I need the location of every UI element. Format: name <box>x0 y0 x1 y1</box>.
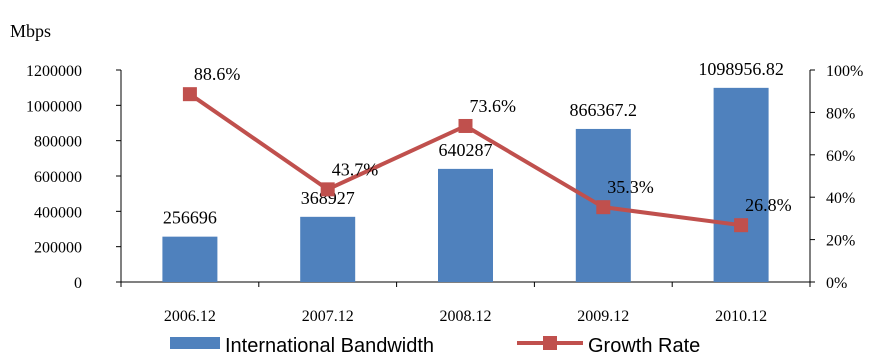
left-axis-tick-label: 0 <box>74 275 82 292</box>
bar-data-label: 368927 <box>301 188 355 208</box>
line-data-label: 43.7% <box>332 159 379 179</box>
bar-data-labels: 256696 368927 640287 866367.2 1098956.82 <box>163 59 784 228</box>
line-data-label: 88.6% <box>194 64 241 84</box>
line-marker <box>458 118 473 133</box>
line-data-labels: 88.6% 43.7% 73.6% 35.3% 26.8% <box>194 64 792 215</box>
x-axis-tick-label: 2006.12 <box>164 308 216 325</box>
x-axis-tick-labels: 2006.12 2007.12 2008.12 2009.12 2010.12 <box>164 308 767 325</box>
right-axis-tick-label: 80% <box>826 105 855 122</box>
left-axis-tick-label: 200000 <box>34 240 82 257</box>
right-axis-tick-label: 20% <box>826 233 855 250</box>
bar-data-label: 1098956.82 <box>698 59 784 79</box>
line-data-label: 73.6% <box>470 96 517 116</box>
x-axis-tick-label: 2008.12 <box>440 308 492 325</box>
legend: International Bandwidth Growth Rate <box>170 335 700 354</box>
line-data-label: 35.3% <box>607 177 654 197</box>
bar-series <box>162 87 769 283</box>
bar <box>300 216 356 282</box>
bar <box>438 168 493 282</box>
bar <box>162 236 218 282</box>
legend-line-label: Growth Rate <box>588 335 700 354</box>
line-series <box>182 87 749 233</box>
line-marker <box>596 200 611 215</box>
legend-bar-label: International Bandwidth <box>225 335 434 354</box>
x-axis-tick-label: 2010.12 <box>715 308 767 325</box>
legend-line-marker <box>543 336 557 350</box>
x-axis-tick-label: 2007.12 <box>302 308 354 325</box>
right-axis-tick-label: 40% <box>826 190 855 207</box>
left-axis-tick-label: 600000 <box>34 169 82 186</box>
right-y-axis: 0% 20% 40% 60% 80% 100% <box>809 63 863 292</box>
left-axis-tick-label: 1200000 <box>26 63 82 80</box>
bar-data-label: 640287 <box>439 140 493 160</box>
x-axis-tick-label: 2009.12 <box>577 308 629 325</box>
line-marker <box>734 218 749 233</box>
right-axis-tick-label: 60% <box>826 148 855 165</box>
left-y-axis: 0 200000 400000 600000 800000 1000000 1200000 <box>26 63 811 292</box>
left-axis-tick-label: 800000 <box>34 134 82 151</box>
line-data-label: 26.8% <box>745 195 792 215</box>
bar <box>713 87 769 283</box>
line-marker <box>182 87 197 102</box>
line-marker <box>320 182 335 197</box>
left-axis-tick-label: 400000 <box>34 204 82 221</box>
right-axis-tick-label: 0% <box>826 275 847 292</box>
y-axis-unit-label: Mbps <box>10 21 51 41</box>
legend-bar-swatch <box>170 337 220 349</box>
bar-data-label: 256696 <box>163 208 217 228</box>
right-axis-tick-label: 100% <box>826 63 863 80</box>
left-axis-tick-label: 1000000 <box>26 98 82 115</box>
bar-data-label: 866367.2 <box>570 100 638 120</box>
